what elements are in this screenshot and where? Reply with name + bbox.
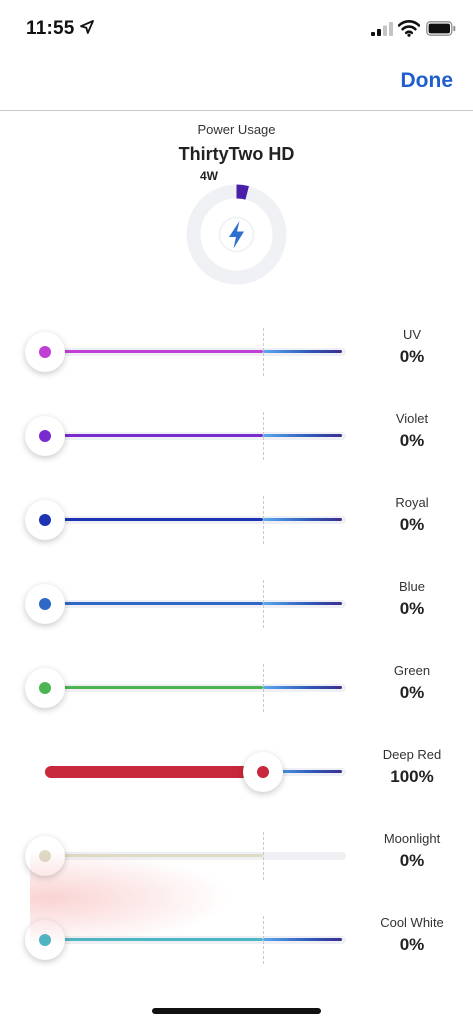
channel-row: Deep Red 100% bbox=[0, 742, 473, 802]
slider-default-marker bbox=[263, 412, 264, 460]
slider-default-marker bbox=[263, 916, 264, 964]
lightning-icon bbox=[229, 221, 244, 249]
slider-thumb-dot bbox=[39, 598, 51, 610]
cellular-signal-icon bbox=[371, 22, 393, 36]
slider-thumb[interactable] bbox=[25, 584, 65, 624]
slider-default-marker bbox=[263, 580, 264, 628]
slider-fill bbox=[45, 766, 267, 778]
channel-value: 0% bbox=[399, 851, 425, 870]
status-time: 11:55 bbox=[26, 18, 75, 39]
channel-row: Green 0% bbox=[0, 658, 473, 718]
slider-track-left bbox=[46, 518, 263, 521]
power-usage-ring bbox=[186, 184, 287, 285]
slider-track-left bbox=[46, 854, 263, 857]
slider-thumb-dot bbox=[39, 430, 51, 442]
slider-default-marker bbox=[263, 664, 264, 712]
slider-thumb[interactable] bbox=[25, 836, 65, 876]
slider-thumb-dot bbox=[257, 766, 269, 778]
channel-label: Violet bbox=[395, 411, 429, 426]
channel-row: Blue 0% bbox=[0, 574, 473, 634]
slider-thumb[interactable] bbox=[25, 500, 65, 540]
slider-track-left bbox=[46, 434, 263, 437]
slider-thumb-dot bbox=[39, 346, 51, 358]
slider-track-right bbox=[270, 770, 342, 773]
channel-value: 100% bbox=[390, 767, 434, 786]
power-watts: 4W bbox=[200, 169, 218, 183]
slider-default-marker bbox=[263, 832, 264, 880]
slider-track-right bbox=[263, 518, 342, 521]
done-button[interactable]: Done bbox=[400, 69, 454, 92]
channel-value: 0% bbox=[399, 683, 425, 702]
channel-value: 0% bbox=[399, 431, 425, 450]
channel-label: Green bbox=[393, 663, 431, 678]
channel-value: 0% bbox=[399, 515, 425, 534]
channel-value: 0% bbox=[399, 599, 425, 618]
slider-track-left bbox=[46, 602, 263, 605]
slider-default-marker bbox=[263, 328, 264, 376]
channel-row: Moonlight 0% bbox=[0, 826, 473, 886]
device-name: ThirtyTwo HD bbox=[178, 144, 295, 164]
slider-thumb[interactable] bbox=[25, 668, 65, 708]
channel-value: 0% bbox=[399, 935, 425, 954]
slider-track-left bbox=[46, 350, 263, 353]
power-usage-label: Power Usage bbox=[197, 122, 276, 137]
slider-thumb[interactable] bbox=[25, 920, 65, 960]
slider-track-right bbox=[263, 686, 342, 689]
home-indicator[interactable] bbox=[152, 1008, 321, 1014]
power-ring-fill bbox=[236, 184, 249, 200]
slider-track-right bbox=[263, 434, 342, 437]
slider-track-left bbox=[46, 938, 263, 941]
slider-thumb-dot bbox=[39, 682, 51, 694]
slider-track-right bbox=[263, 938, 342, 941]
slider-default-marker bbox=[263, 496, 264, 544]
channel-row: UV 0% bbox=[0, 322, 473, 382]
slider-thumb-dot bbox=[39, 934, 51, 946]
slider-thumb-dot bbox=[39, 514, 51, 526]
channel-label: Deep Red bbox=[382, 747, 442, 762]
wifi-icon bbox=[398, 20, 420, 37]
channel-row: Cool White 0% bbox=[0, 910, 473, 970]
slider-thumb[interactable] bbox=[243, 752, 283, 792]
channel-value: 0% bbox=[399, 347, 425, 366]
status-bar: 11:55 bbox=[0, 0, 473, 54]
location-arrow-icon bbox=[80, 20, 94, 34]
channel-label: Moonlight bbox=[383, 831, 441, 846]
slider-track-left bbox=[46, 686, 263, 689]
slider-track-right bbox=[263, 350, 342, 353]
channel-label: Royal bbox=[395, 495, 429, 510]
channel-label: Blue bbox=[398, 579, 426, 594]
slider-thumb-dot bbox=[39, 850, 51, 862]
channel-label: UV bbox=[402, 327, 422, 342]
channel-row: Royal 0% bbox=[0, 490, 473, 550]
nav-bar: Done bbox=[0, 54, 473, 111]
channel-label: Cool White bbox=[380, 915, 444, 930]
slider-thumb[interactable] bbox=[25, 416, 65, 456]
battery-icon bbox=[426, 21, 456, 36]
slider-track-right bbox=[263, 602, 342, 605]
slider-thumb[interactable] bbox=[25, 332, 65, 372]
channel-row: Violet 0% bbox=[0, 406, 473, 466]
